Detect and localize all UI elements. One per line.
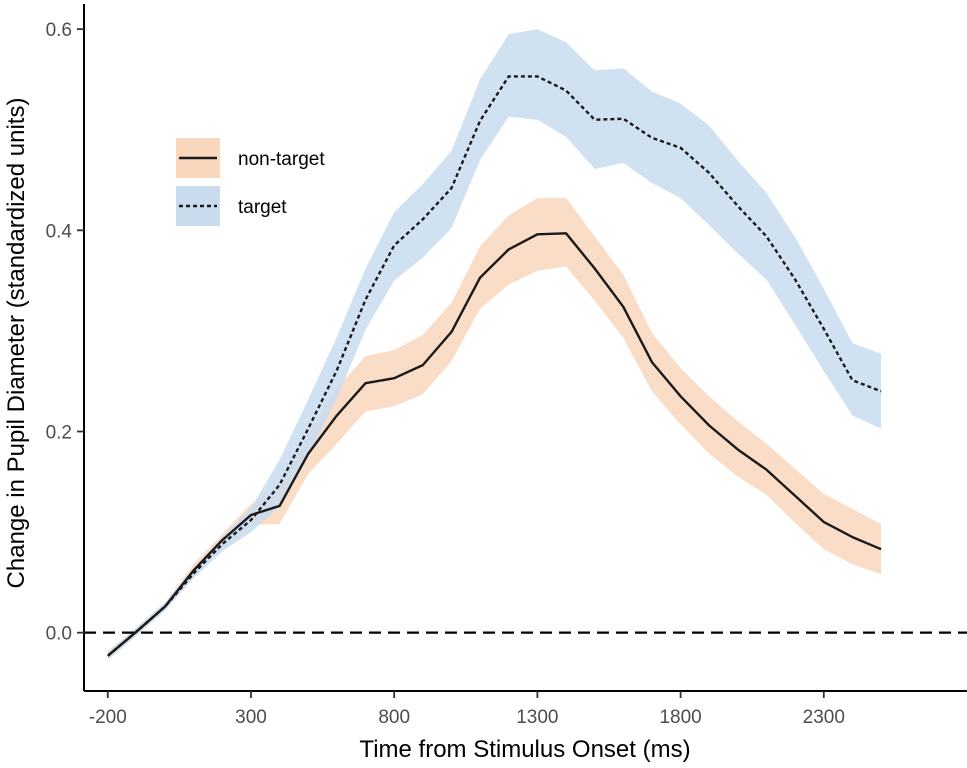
target-line bbox=[107, 75, 882, 657]
x-tick-label: 2300 bbox=[803, 707, 845, 728]
x-tick-label: 300 bbox=[235, 707, 267, 728]
x-tick-label: 800 bbox=[378, 707, 410, 728]
axes bbox=[83, 4, 967, 692]
legend-label-non-target: non-target bbox=[238, 149, 325, 170]
y-axis-ticks: 0.0 0.2 0.4 0.6 bbox=[46, 20, 84, 645]
y-tick-label: 0.6 bbox=[46, 20, 72, 41]
series-lines bbox=[107, 75, 882, 657]
y-tick-label: 0.4 bbox=[46, 221, 73, 242]
non-target-line bbox=[107, 232, 882, 657]
x-tick-label: 1300 bbox=[516, 707, 558, 728]
x-tick-label: 1800 bbox=[659, 707, 701, 728]
x-axis-title: Time from Stimulus Onset (ms) bbox=[359, 736, 690, 763]
x-axis-ticks: -200 300 800 1300 1800 2300 bbox=[89, 691, 845, 728]
confidence-bands bbox=[107, 29, 882, 660]
target-confidence-band bbox=[107, 29, 882, 660]
legend-swatch-target bbox=[176, 186, 220, 226]
non-target-confidence-band bbox=[107, 198, 882, 660]
x-tick-label: -200 bbox=[89, 707, 127, 728]
y-tick-label: 0.2 bbox=[46, 422, 72, 443]
legend-label-target: target bbox=[238, 197, 287, 218]
legend: non-target target bbox=[176, 138, 325, 226]
y-tick-label: 0.0 bbox=[46, 624, 72, 645]
y-axis-title: Change in Pupil Diameter (standardized u… bbox=[3, 98, 30, 589]
